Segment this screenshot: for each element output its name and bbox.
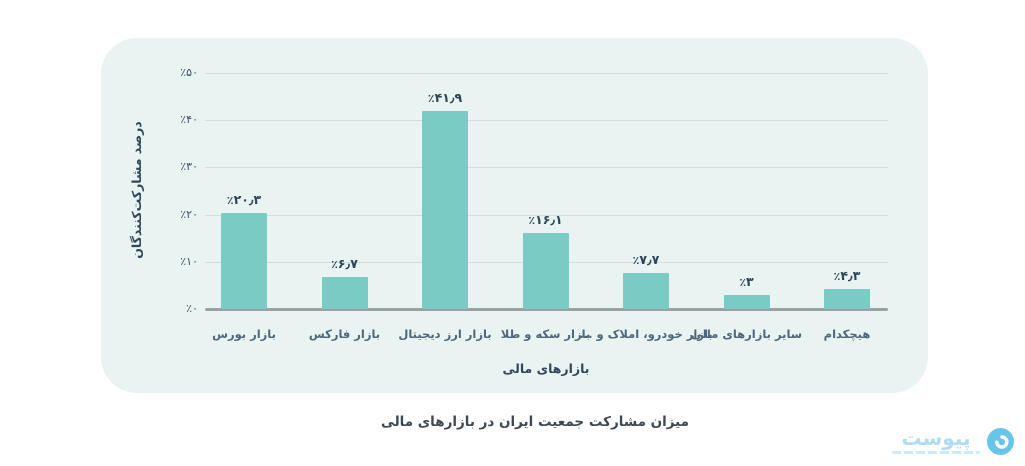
- percent-sign: ٪: [528, 214, 536, 227]
- value-number: ۱۰: [186, 254, 198, 268]
- bar-value-label-6: ٪۴٫۳: [797, 268, 897, 285]
- value-number: ۲۰: [186, 207, 198, 221]
- logo-tagline: [892, 451, 980, 454]
- bar-value-label-2: ٪۴۱٫۹: [395, 90, 495, 107]
- x-axis-line: [205, 308, 888, 311]
- value-number: ۲۰٫۳: [233, 192, 262, 208]
- x-category-label-0: بازار بورس: [212, 327, 276, 341]
- x-axis-title: بازارهای مالی: [502, 361, 590, 376]
- bar-3: [522, 233, 569, 309]
- value-number: ۴۰: [186, 113, 198, 127]
- percent-sign: ٪: [180, 207, 187, 221]
- brand-logo: پیوست: [880, 424, 1014, 458]
- bar-4: [623, 272, 669, 309]
- value-number: ۷٫۷: [639, 251, 660, 267]
- gridline-30: [205, 167, 888, 169]
- chart-caption: میزان مشارکت جمعیت ایران در بازارهای مال…: [380, 414, 690, 430]
- percent-sign: ٪: [180, 113, 187, 127]
- bar-value-label-0: ٪۲۰٫۳: [194, 192, 294, 209]
- x-category-label-3: بازار سکه و طلا: [500, 327, 591, 341]
- y-tick-label-0: ٪۰: [120, 301, 198, 317]
- bar-1: [321, 277, 368, 309]
- gridline-50: [205, 73, 888, 74]
- x-category-label-2: بازار ارز دیجیتال: [398, 327, 492, 341]
- percent-sign: ٪: [833, 269, 841, 283]
- value-number: ۱۶٫۱: [535, 212, 563, 227]
- y-tick-label-30: ٪۳۰: [120, 159, 198, 175]
- bar-6: [824, 288, 870, 309]
- value-number: ۳: [746, 273, 754, 289]
- bar-value-label-3: ٪۱۶٫۱: [496, 212, 596, 229]
- gridline-20: [205, 214, 888, 216]
- percent-sign: ٪: [739, 275, 747, 289]
- percent-sign: ٪: [226, 194, 234, 208]
- y-axis-title: درصد مشارکت‌کنندگان: [129, 121, 144, 259]
- value-number: ۵۰: [186, 66, 198, 79]
- percent-sign: ٪: [427, 92, 435, 106]
- bar-5: [723, 294, 770, 309]
- percent-sign: ٪: [180, 66, 187, 79]
- x-category-label-5: سایر بازارهای مالی: [690, 327, 803, 341]
- y-tick-label-50: ٪۵۰: [120, 65, 198, 81]
- logo-swirl-icon: [987, 427, 1014, 455]
- logo-wordmark-block: پیوست: [892, 428, 980, 454]
- bar-value-label-1: ٪۶٫۷: [295, 256, 395, 273]
- percent-sign: ٪: [632, 253, 640, 267]
- bar-value-label-4: ٪۷٫۷: [596, 252, 696, 269]
- y-tick-label-40: ٪۴۰: [120, 112, 198, 128]
- x-category-label-1: بازار فارکس: [308, 327, 381, 341]
- bar-0: [221, 213, 267, 309]
- percent-sign: ٪: [186, 302, 193, 315]
- value-number: ۰: [192, 302, 198, 315]
- percent-sign: ٪: [331, 258, 338, 272]
- gridline-40: [205, 120, 888, 122]
- value-number: ۳۰: [186, 160, 198, 174]
- value-number: ۶٫۷: [337, 256, 358, 272]
- y-tick-label-10: ٪۱۰: [120, 254, 198, 270]
- x-category-label-6: هیچکدام: [823, 327, 871, 341]
- percent-sign: ٪: [180, 160, 187, 174]
- value-number: ۴٫۳: [840, 267, 861, 283]
- percent-sign: ٪: [180, 254, 187, 268]
- value-number: ۴۱٫۹: [434, 90, 463, 106]
- y-tick-label-20: ٪۲۰: [120, 207, 198, 223]
- bar-value-label-5: ٪۳: [697, 274, 797, 291]
- logo-wordmark: پیوست: [901, 426, 971, 450]
- x-category-label-4: بازار خودرو، املاک و ...: [579, 327, 713, 341]
- bar-2: [422, 111, 468, 309]
